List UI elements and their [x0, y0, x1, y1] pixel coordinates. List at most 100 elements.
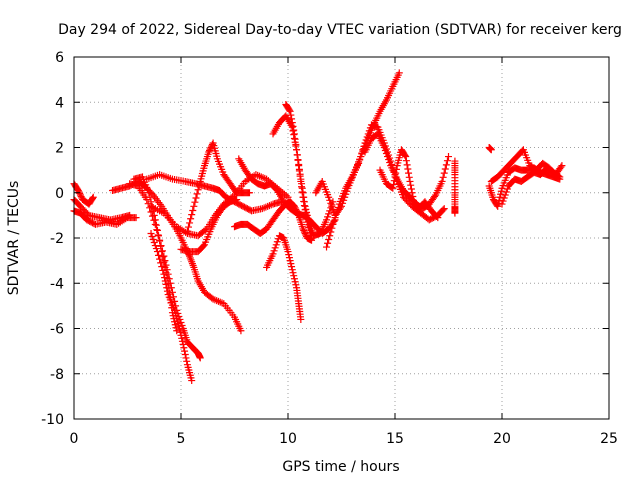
data-point — [299, 193, 307, 201]
data-point — [301, 229, 309, 237]
data-point — [161, 257, 169, 265]
data-point — [190, 202, 198, 210]
data-point — [300, 228, 308, 236]
data-point — [409, 193, 417, 201]
data-point — [323, 243, 331, 251]
data-point — [323, 216, 331, 224]
data-point — [75, 188, 83, 196]
data-point — [503, 185, 511, 193]
data-point — [382, 150, 390, 158]
series-arc-8 — [143, 171, 286, 215]
data-point — [160, 270, 168, 278]
series-arc-10 — [177, 196, 241, 256]
data-point — [334, 203, 342, 211]
data-point — [151, 220, 159, 228]
data-point — [288, 263, 296, 271]
data-point — [159, 266, 167, 274]
data-point — [300, 197, 308, 205]
data-point — [329, 220, 337, 228]
series-arc-7 — [147, 229, 196, 385]
data-point — [298, 183, 306, 191]
data-point — [288, 119, 296, 127]
data-point — [404, 165, 412, 173]
data-point — [324, 239, 332, 247]
data-point — [288, 115, 296, 123]
data-point — [196, 354, 204, 362]
data-point — [195, 182, 203, 190]
data-point — [237, 327, 245, 335]
data-point — [289, 122, 297, 130]
data-point — [326, 196, 334, 204]
data-point — [177, 331, 185, 339]
data-point — [153, 248, 161, 256]
data-point — [308, 234, 316, 242]
data-point — [208, 140, 216, 148]
data-point — [293, 151, 301, 159]
data-point — [443, 157, 451, 165]
data-point — [290, 126, 298, 134]
data-point — [76, 190, 84, 198]
data-point — [271, 244, 279, 252]
series-arc-14 — [269, 112, 337, 240]
data-point — [285, 251, 293, 259]
data-point — [297, 177, 305, 185]
series-arc-13 — [231, 198, 316, 244]
y-tick-label: -4 — [50, 276, 64, 292]
data-point — [403, 161, 411, 169]
data-point — [269, 250, 277, 258]
x-tick-label: 20 — [493, 431, 511, 447]
data-point — [181, 351, 189, 359]
data-point — [188, 211, 196, 219]
data-point — [288, 266, 296, 274]
data-point — [298, 188, 306, 196]
data-point — [440, 169, 448, 177]
y-tick-label: -8 — [50, 367, 64, 383]
series-arc-2 — [70, 196, 134, 224]
y-tick-label: -6 — [50, 322, 64, 338]
data-point — [163, 287, 171, 295]
data-point — [176, 325, 184, 333]
data-point — [431, 193, 439, 201]
data-point — [165, 275, 173, 283]
data-point — [179, 340, 187, 348]
data-point — [558, 162, 566, 170]
data-point — [182, 354, 190, 362]
y-tick-label: 6 — [55, 50, 64, 66]
data-point — [154, 231, 162, 239]
y-tick-label: 4 — [55, 95, 64, 111]
data-point — [499, 197, 507, 205]
data-point — [392, 169, 400, 177]
data-point — [180, 344, 188, 352]
x-axis-label: GPS time / hours — [282, 459, 399, 475]
data-point — [160, 252, 168, 260]
data-point — [162, 280, 170, 288]
series-arc-24 — [485, 144, 495, 154]
data-point — [451, 209, 459, 217]
data-point — [302, 210, 310, 218]
data-point — [294, 156, 302, 164]
data-point — [300, 202, 308, 210]
data-point — [286, 257, 294, 265]
data-point — [365, 127, 373, 135]
data-point — [327, 199, 335, 207]
data-point — [410, 196, 418, 204]
data-point — [148, 212, 156, 220]
data-point — [325, 210, 333, 218]
data-point — [358, 149, 366, 157]
data-point — [500, 194, 508, 202]
x-tick-label: 5 — [177, 431, 186, 447]
data-point — [153, 226, 161, 234]
data-point — [438, 177, 446, 185]
data-point — [289, 269, 297, 277]
data-point — [273, 238, 281, 246]
data-point — [362, 136, 370, 144]
data-point — [441, 165, 449, 173]
series-arc-16 — [263, 232, 305, 323]
data-point — [233, 196, 241, 204]
data-point — [357, 153, 365, 161]
data-point — [363, 133, 371, 141]
data-point — [331, 214, 339, 222]
series-arc-20 — [376, 146, 442, 222]
data-point — [297, 315, 305, 323]
data-point — [494, 202, 502, 210]
